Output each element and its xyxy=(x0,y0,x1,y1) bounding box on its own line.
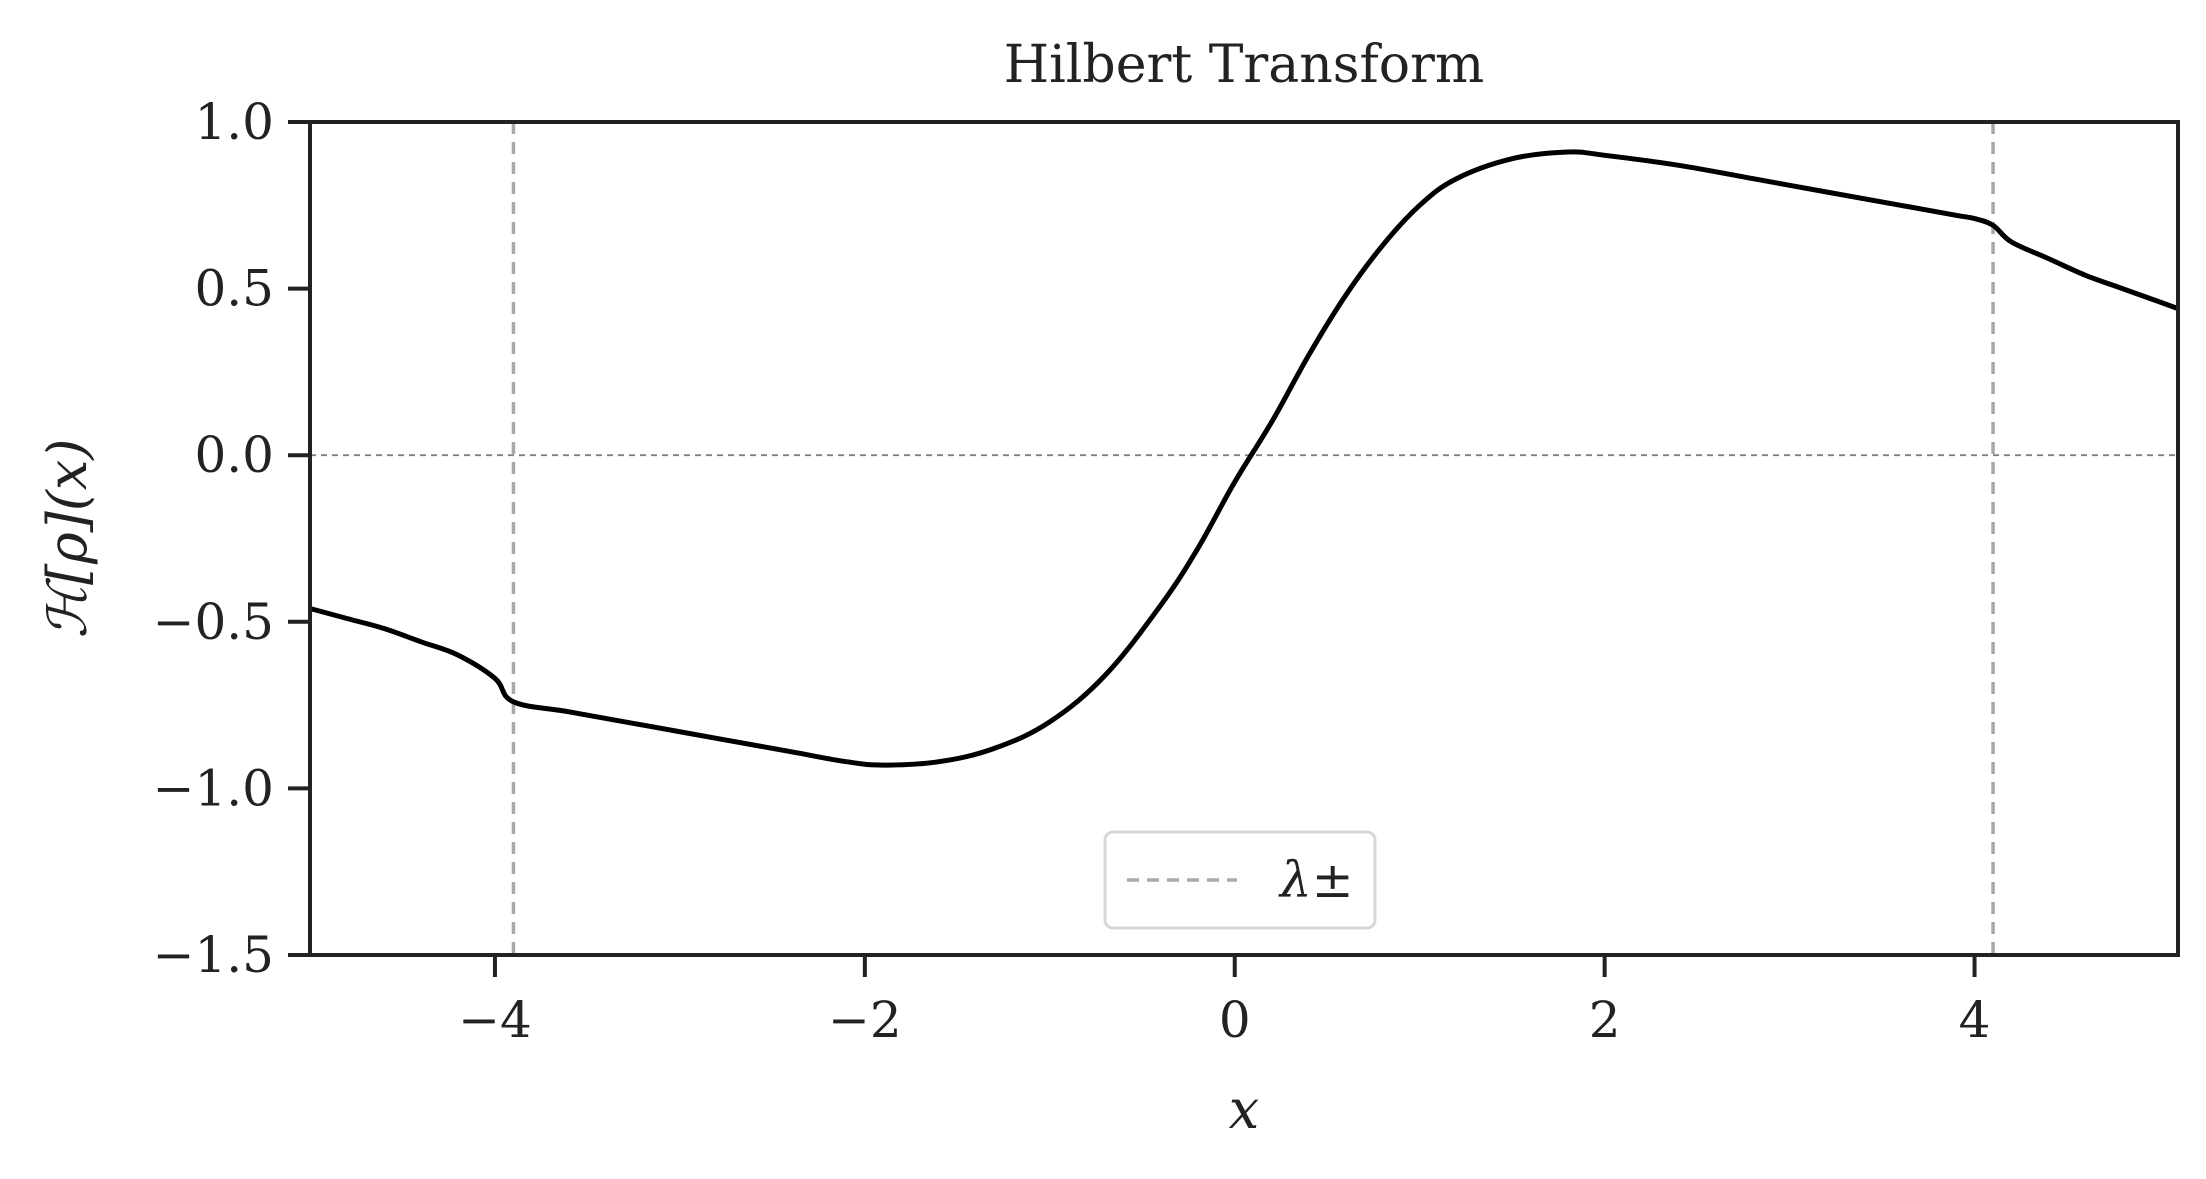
plot-frame xyxy=(308,120,2180,957)
y-tick-label: −1.0 xyxy=(153,759,274,817)
y-tick-label: 0.5 xyxy=(194,260,274,318)
chart-title: Hilbert Transform xyxy=(1004,35,1484,95)
y-tick-label: −1.5 xyxy=(153,926,274,984)
x-axis-label: x xyxy=(1229,1078,1259,1141)
x-tick-label: 2 xyxy=(1589,991,1621,1049)
y-axis-ticks: 1.0 0.5 0.0 −0.5 −1.0 −1.5 xyxy=(153,93,310,984)
hilbert-transform-curve xyxy=(309,149,2179,768)
y-tick-label: 1.0 xyxy=(194,93,274,151)
x-tick-label: −2 xyxy=(828,991,902,1049)
series-group xyxy=(309,149,2179,768)
legend: λ± xyxy=(1103,830,1377,930)
plot-area xyxy=(309,122,2179,955)
y-tick-label: −0.5 xyxy=(153,593,274,651)
x-axis-ticks: −4 −2 0 2 4 xyxy=(458,955,1990,1049)
x-tick-label: −4 xyxy=(458,991,532,1049)
x-tick-label: 0 xyxy=(1219,991,1251,1049)
y-axis-label: ℋ[ρ](x) xyxy=(36,439,99,639)
y-tick-label: 0.0 xyxy=(194,426,274,484)
legend-label: λ± xyxy=(1278,851,1354,909)
legend-box xyxy=(1103,830,1377,930)
x-tick-label: 4 xyxy=(1959,991,1991,1049)
